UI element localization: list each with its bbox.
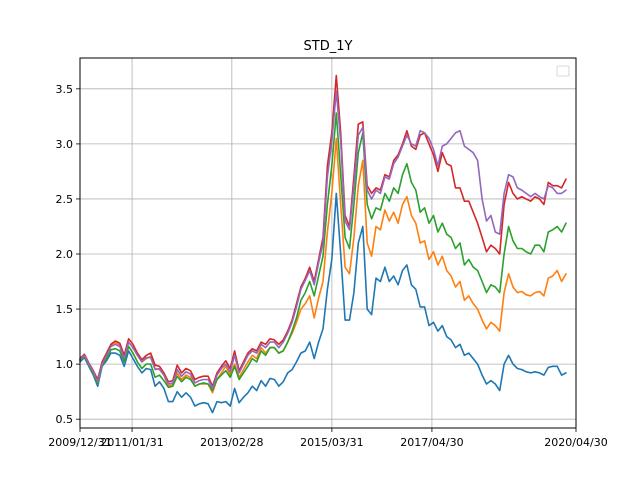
x-tick-label: 2017/04/30	[400, 436, 463, 449]
y-tick-label: 2.0	[56, 248, 74, 261]
chart-title: STD_1Y	[304, 39, 353, 54]
x-tick-label: 2015/03/31	[300, 436, 363, 449]
x-tick-label: 2011/01/31	[100, 436, 163, 449]
y-tick-label: 2.5	[56, 193, 74, 206]
plot-frame	[79, 57, 577, 429]
y-tick-label: 1.0	[56, 358, 74, 371]
series-line-4	[79, 74, 567, 388]
legend	[556, 65, 570, 77]
series-line-2	[79, 137, 567, 394]
x-tick-label: 2013/02/28	[200, 436, 263, 449]
x-tick-label: 2009/12/31	[48, 436, 111, 449]
y-tick-label: 3.0	[56, 138, 74, 151]
y-tick-label: 0.5	[56, 413, 74, 426]
y-tick-label: 1.5	[56, 303, 74, 316]
y-tick-label: 3.5	[56, 83, 74, 96]
series-line-1	[79, 192, 567, 414]
x-tick-label: 2020/04/30	[544, 436, 607, 449]
series-line-3	[79, 112, 567, 392]
series-line-5	[79, 90, 567, 390]
grid	[79, 58, 577, 428]
series-group	[79, 74, 567, 414]
